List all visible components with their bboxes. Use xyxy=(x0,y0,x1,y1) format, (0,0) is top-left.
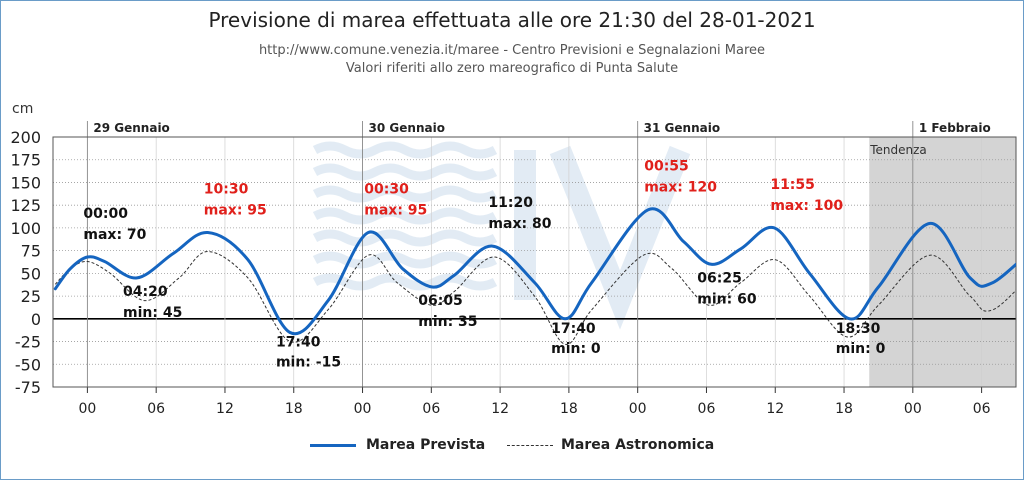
x-tick-label: 06 xyxy=(698,401,716,417)
x-tick-label: 00 xyxy=(78,401,96,417)
annotation-time: 06:25 xyxy=(697,270,742,286)
watermark-wave xyxy=(312,185,498,203)
legend-item-astronomical: Marea Astronomica xyxy=(507,437,714,453)
annotation-value: min: 0 xyxy=(836,341,886,357)
chart-subtitle-reference: Valori riferiti allo zero mareografico d… xyxy=(345,61,679,76)
legend-label-astronomical: Marea Astronomica xyxy=(561,437,715,453)
annotation-value: min: 60 xyxy=(697,291,757,307)
trend-region xyxy=(869,137,1016,387)
x-tick-label: 12 xyxy=(216,401,234,417)
y-tick-label: 75 xyxy=(21,242,41,261)
y-tick-label: 200 xyxy=(10,128,41,147)
day-label: 30 Gennaio xyxy=(369,121,445,135)
annotation-time: 04:20 xyxy=(123,284,168,300)
x-tick-label: 06 xyxy=(422,401,440,417)
annotation-time: 17:40 xyxy=(551,321,596,337)
series-line-astronomical xyxy=(54,250,1016,345)
annotation-value: max: 70 xyxy=(83,227,146,243)
x-tick-label: 06 xyxy=(147,401,165,417)
trend-region-label: Tendenza xyxy=(869,143,927,157)
watermark-letters xyxy=(514,145,691,330)
y-tick-label: 175 xyxy=(10,151,41,170)
annotation-time: 10:30 xyxy=(204,181,249,197)
y-tick-label: 50 xyxy=(21,264,41,283)
annotation-value: min: 35 xyxy=(418,314,477,330)
x-tick-label: 18 xyxy=(835,401,853,417)
annotation-time: 17:40 xyxy=(276,334,321,350)
y-tick-label: 125 xyxy=(10,196,41,215)
plot-background xyxy=(53,137,1016,387)
x-tick-label: 06 xyxy=(973,401,991,417)
x-tick-label: 18 xyxy=(285,401,303,417)
annotation-value: min: 0 xyxy=(551,341,601,357)
day-label: 29 Gennaio xyxy=(93,121,169,135)
annotation-time: 11:20 xyxy=(488,195,533,211)
chart-subtitle-url: http://www.comune.venezia.it/maree - Cen… xyxy=(258,43,766,58)
y-tick-label: 100 xyxy=(10,219,41,238)
annotation-value: min: -15 xyxy=(276,354,341,370)
watermark-wave xyxy=(312,163,498,181)
watermark-logo xyxy=(312,141,691,330)
x-tick-label: 12 xyxy=(491,401,509,417)
annotation-time: 00:30 xyxy=(364,181,409,197)
annotation-time: 00:00 xyxy=(83,206,128,222)
y-tick-label: -50 xyxy=(15,355,41,374)
y-axis-unit: cm xyxy=(12,101,33,117)
annotation-value: max: 95 xyxy=(204,202,267,218)
day-label: 31 Gennaio xyxy=(644,121,720,135)
x-tick-label: 00 xyxy=(354,401,372,417)
annotation-value: max: 100 xyxy=(770,198,843,214)
watermark-wave xyxy=(312,273,498,291)
y-tick-label: 0 xyxy=(31,310,41,329)
annotation-value: min: 45 xyxy=(123,305,182,321)
plot-border xyxy=(52,136,1017,388)
annotation-value: max: 80 xyxy=(488,216,551,232)
annotation-value: max: 120 xyxy=(644,180,717,196)
annotation-time: 11:55 xyxy=(770,177,815,193)
x-tick-label: 00 xyxy=(629,401,647,417)
chart-title: Previsione di marea effettuata alle ore … xyxy=(208,8,816,32)
watermark-wave xyxy=(312,229,498,247)
legend-swatch-forecast xyxy=(310,443,356,447)
annotation-time: 00:55 xyxy=(644,159,689,175)
annotation-time: 18:30 xyxy=(836,321,881,337)
watermark-wave xyxy=(312,207,498,225)
y-tick-label: 25 xyxy=(21,287,41,306)
legend-swatch-astronomical xyxy=(507,444,553,446)
annotation-value: max: 95 xyxy=(364,202,427,218)
watermark-wave xyxy=(312,251,498,269)
y-tick-label: 150 xyxy=(10,173,41,192)
x-tick-label: 12 xyxy=(766,401,784,417)
legend-item-forecast: Marea Prevista xyxy=(310,437,485,453)
annotation-time: 06:05 xyxy=(418,293,463,309)
x-tick-label: 00 xyxy=(904,401,922,417)
series-line-forecast xyxy=(53,207,1016,336)
day-label: 1 Febbraio xyxy=(919,121,991,135)
x-tick-label: 18 xyxy=(560,401,578,417)
watermark-wave xyxy=(312,141,498,159)
legend-label-forecast: Marea Prevista xyxy=(366,437,486,453)
y-tick-label: -25 xyxy=(15,333,41,352)
y-tick-label: -75 xyxy=(15,378,41,397)
